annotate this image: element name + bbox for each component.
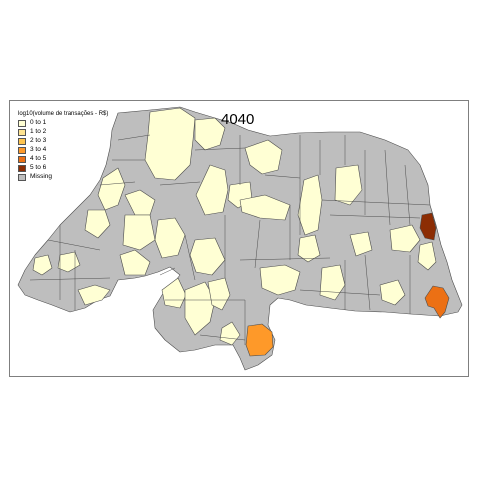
municipality-3-4 <box>245 323 274 357</box>
map-title: 4040 <box>221 111 255 128</box>
municipality-0-1 <box>297 174 323 236</box>
municipality-0-1 <box>195 164 229 216</box>
legend-item: 4 to 5 <box>18 155 46 163</box>
legend-label: 1 to 2 <box>30 127 47 135</box>
municipality-0-1 <box>161 277 187 309</box>
municipal-boundaries <box>29 134 431 345</box>
legend-item: 1 to 2 <box>18 128 46 136</box>
municipality-0-1 <box>154 217 186 259</box>
legend-swatch <box>18 119 26 127</box>
municipality-0-1 <box>389 224 421 253</box>
legend-item: 3 to 4 <box>18 146 46 154</box>
municipality-0-1 <box>77 284 111 306</box>
municipality-0-1 <box>259 264 301 296</box>
legend-label: 5 to 6 <box>30 163 47 171</box>
municipality-4-5 <box>424 285 450 319</box>
municipality-0-1 <box>57 251 81 273</box>
municipality-0-1 <box>349 231 373 257</box>
municipality-0-1 <box>32 254 53 276</box>
municipality-0-1 <box>417 241 437 271</box>
municipality-0-1 <box>84 209 111 239</box>
municipality-0-1 <box>189 237 226 276</box>
legend-item: 0 to 1 <box>18 119 46 127</box>
municipality-0-1 <box>194 117 226 151</box>
municipality-0-1 <box>122 214 156 251</box>
legend-swatch <box>18 128 26 136</box>
municipality-0-1 <box>244 139 283 175</box>
municipality-5-6 <box>419 212 437 241</box>
municipality-0-1 <box>184 281 216 336</box>
legend-item: 2 to 3 <box>18 137 46 145</box>
legend-swatch <box>18 164 26 172</box>
legend-swatch <box>18 137 26 145</box>
municipality-0-1 <box>219 321 241 346</box>
legend-item: Missing <box>18 173 52 181</box>
legend-label: Missing <box>30 172 53 180</box>
municipality-0-1 <box>144 107 196 181</box>
legend-label: 4 to 5 <box>30 154 47 162</box>
legend-label: 3 to 4 <box>30 145 47 153</box>
legend-item: 5 to 6 <box>18 164 46 172</box>
legend-label: 2 to 3 <box>30 136 47 144</box>
legend-swatch <box>18 173 26 181</box>
municipality-0-1 <box>124 189 156 216</box>
legend-swatch <box>18 155 26 163</box>
municipality-0-1 <box>97 167 126 211</box>
municipality-0-1 <box>239 194 291 221</box>
legend-swatch <box>18 146 26 154</box>
municipality-0-1 <box>334 164 363 206</box>
municipality-0-1 <box>207 277 231 311</box>
municipality-0-1 <box>119 249 151 276</box>
legend-title: log10(volume de transações - R$) <box>18 111 109 117</box>
legend-label: 0 to 1 <box>30 118 47 126</box>
municipality-0-1 <box>379 279 406 306</box>
